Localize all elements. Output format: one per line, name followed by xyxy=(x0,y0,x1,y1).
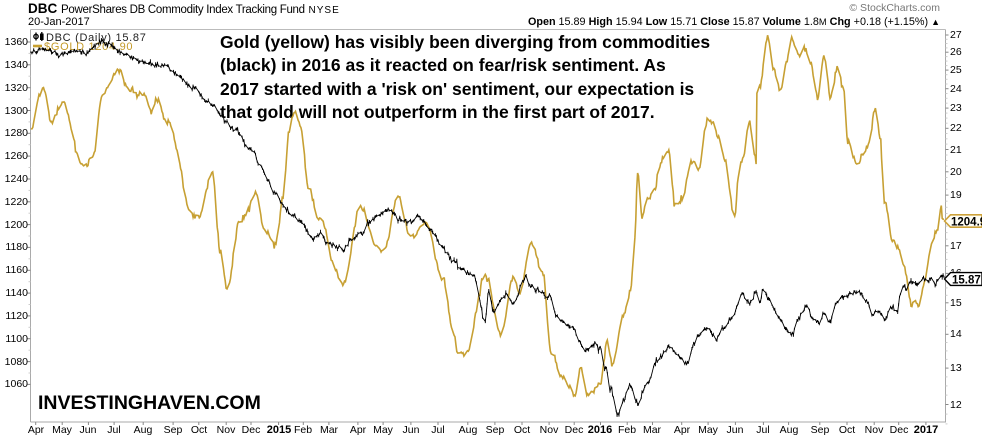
svg-text:1204.9: 1204.9 xyxy=(951,216,982,228)
svg-text:15.87: 15.87 xyxy=(952,274,981,286)
